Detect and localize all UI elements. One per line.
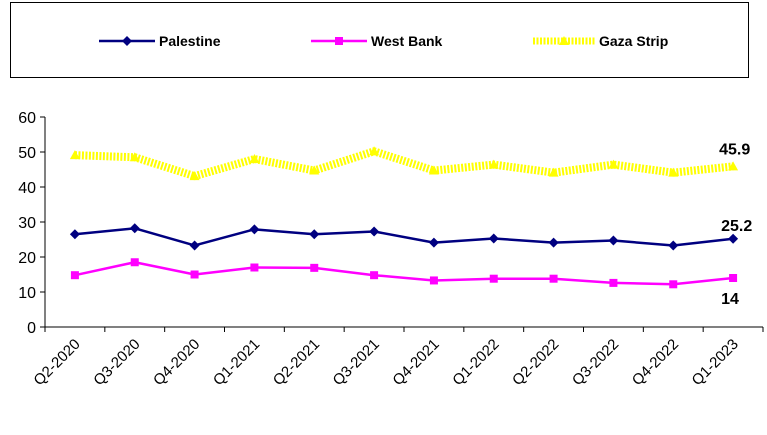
y-tick-label: 20 (18, 250, 36, 267)
data-point-palestine (309, 229, 320, 240)
x-tick-label: Q4-2020 (150, 336, 203, 389)
data-point-west-bank (669, 280, 678, 289)
data-point-palestine (369, 226, 380, 237)
legend-item-west-bank: West Bank (311, 31, 442, 51)
y-tick-label: 60 (18, 110, 36, 127)
data-point-palestine (428, 237, 439, 248)
data-point-palestine (548, 237, 559, 248)
legend-label-palestine: Palestine (159, 33, 221, 49)
data-point-palestine (129, 223, 140, 234)
data-point-gaza-strip (309, 165, 320, 175)
x-tick-label: Q4-2022 (629, 336, 682, 389)
series-west-bank (70, 258, 738, 289)
data-point-gaza-strip (189, 171, 200, 181)
data-point-gaza-strip (249, 154, 260, 163)
legend-label-gaza-strip: Gaza Strip (599, 33, 669, 49)
x-tick-label: Q2-2020 (30, 336, 83, 389)
data-point-gaza-strip (69, 150, 80, 160)
series-line-west-bank (74, 261, 734, 286)
series-layer (69, 146, 739, 289)
x-tick-label: Q1-2022 (449, 336, 502, 389)
x-tick-label: Q4-2021 (389, 336, 442, 389)
y-tick-label: 30 (18, 215, 36, 232)
data-point-west-bank (489, 274, 498, 283)
y-tick-labels: 0 10 20 30 40 50 60 (18, 110, 36, 337)
x-tick-label: Q2-2021 (270, 336, 323, 389)
x-tick-label: Q3-2022 (569, 336, 622, 389)
data-point-palestine (488, 233, 499, 244)
data-point-west-bank (370, 271, 379, 280)
legend-swatch-palestine (99, 36, 155, 46)
data-point-west-bank (729, 274, 738, 282)
series-gaza-strip (69, 146, 739, 181)
data-point-gaza-strip (428, 165, 439, 175)
data-point-palestine (728, 233, 739, 244)
data-point-west-bank (609, 278, 618, 287)
data-point-palestine (668, 240, 679, 251)
legend: Palestine West Bank Gaza Strip (10, 2, 749, 78)
data-point-west-bank (310, 263, 319, 272)
data-point-palestine (189, 240, 200, 251)
data-point-west-bank (190, 270, 199, 279)
x-tick-label: Q1-2021 (210, 336, 263, 389)
data-point-palestine (249, 224, 260, 235)
end-label-gaza-strip: 45.9 (719, 141, 750, 158)
legend-item-gaza-strip: Gaza Strip (533, 31, 668, 51)
series-palestine (69, 223, 739, 251)
legend-label-west-bank: West Bank (371, 33, 443, 49)
end-label-palestine: 25.2 (721, 218, 752, 235)
x-tick-label: Q3-2021 (330, 336, 383, 389)
end-label-west-bank: 14 (721, 291, 739, 308)
legend-swatch-gaza-strip (533, 36, 595, 45)
data-point-west-bank (130, 258, 139, 267)
legend-swatch-west-bank (311, 37, 367, 45)
end-labels: 25.2 14 45.9 (719, 141, 752, 308)
y-tick-label: 40 (18, 180, 36, 197)
data-point-gaza-strip (369, 146, 380, 156)
data-point-gaza-strip (548, 167, 559, 177)
data-point-palestine (608, 235, 619, 246)
x-tick-label: Q3-2020 (90, 336, 143, 389)
series-line-palestine (74, 227, 734, 247)
data-point-gaza-strip (608, 159, 619, 169)
x-tick-label: Q2-2022 (509, 336, 562, 389)
y-tick-label: 0 (27, 320, 36, 337)
chart-axes (40, 116, 764, 332)
data-point-west-bank (429, 276, 438, 285)
data-point-gaza-strip (728, 161, 739, 171)
data-point-west-bank (250, 263, 259, 272)
data-point-gaza-strip (668, 167, 679, 177)
x-tick-labels: Q2-2020 Q3-2020 Q4-2020 Q1-2021 Q2-2021 Q3-20… (30, 336, 741, 389)
legend-item-palestine: Palestine (99, 31, 220, 51)
x-tick-label: Q1-2023 (689, 336, 742, 389)
data-point-west-bank (70, 271, 79, 280)
series-line-gaza-strip (74, 147, 734, 181)
data-point-gaza-strip (488, 159, 499, 169)
y-tick-label: 10 (18, 285, 36, 302)
data-point-gaza-strip (129, 152, 140, 162)
data-point-palestine (69, 229, 80, 240)
data-point-west-bank (549, 274, 558, 283)
y-tick-label: 50 (18, 145, 36, 162)
